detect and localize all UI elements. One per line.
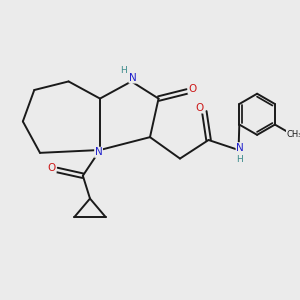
Text: O: O — [196, 103, 204, 113]
Text: N: N — [129, 73, 137, 83]
Text: O: O — [188, 84, 196, 94]
Text: CH₃: CH₃ — [287, 130, 300, 139]
Text: O: O — [48, 163, 56, 173]
Text: H: H — [237, 155, 243, 164]
Text: N: N — [236, 143, 244, 153]
Text: N: N — [95, 147, 102, 157]
Text: H: H — [120, 66, 127, 75]
